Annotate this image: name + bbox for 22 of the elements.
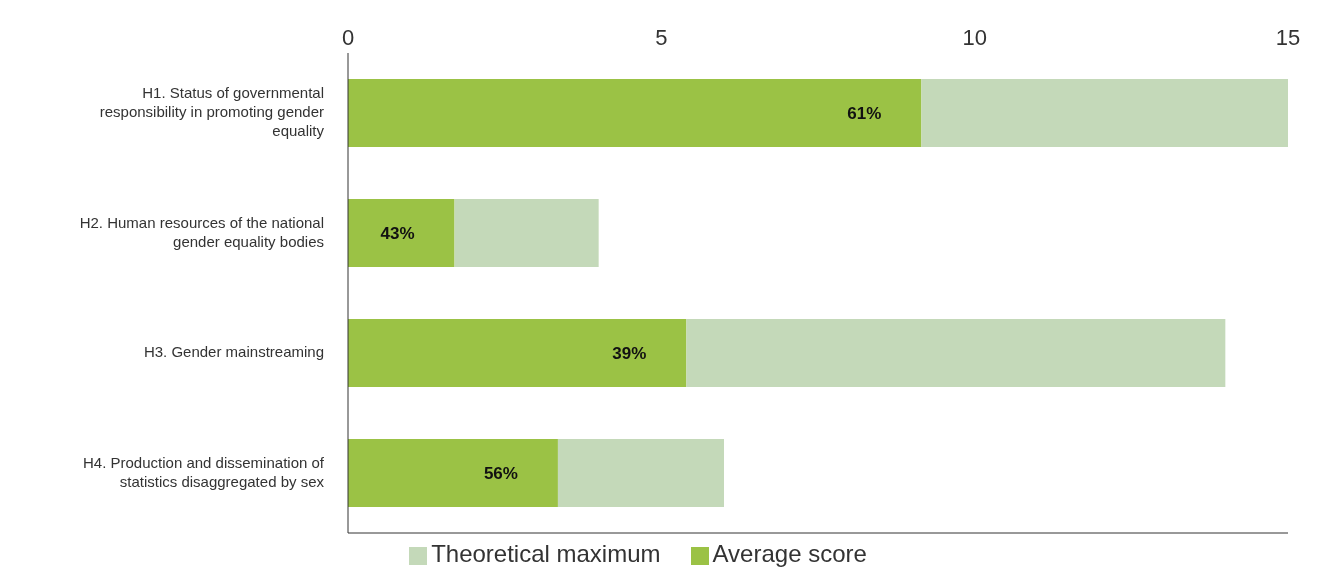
bar: [686, 319, 1226, 387]
annotation: 43%: [380, 224, 415, 244]
bar: [557, 439, 724, 507]
y-tick-label: H2. Human resources of the national gender equality bodies: [79, 213, 324, 250]
x-tick-label: 0: [341, 25, 355, 50]
bar: [454, 199, 599, 267]
bar: [348, 319, 687, 387]
x-tick-label: 10: [962, 25, 987, 50]
annotation: 39%: [612, 344, 647, 364]
bar: [348, 439, 558, 507]
annotation: 56%: [483, 464, 518, 484]
y-tick-label: H4. Production and dissemination of statistics disaggregated by sex: [83, 453, 325, 490]
legend-label: Average score: [712, 540, 867, 567]
bar: [348, 199, 455, 267]
y-tick-label: H3. Gender mainstreaming: [143, 342, 324, 360]
annotation: 61%: [847, 104, 882, 124]
x-tick-label: 5: [655, 25, 668, 50]
legend-label: Theoretical maximum: [431, 540, 661, 567]
bar: [348, 79, 922, 147]
bar: [921, 79, 1288, 147]
x-tick-label: 15: [1275, 25, 1301, 50]
y-tick-label: H1. Status of governmental responsibility in promoting gender equality: [99, 83, 325, 139]
